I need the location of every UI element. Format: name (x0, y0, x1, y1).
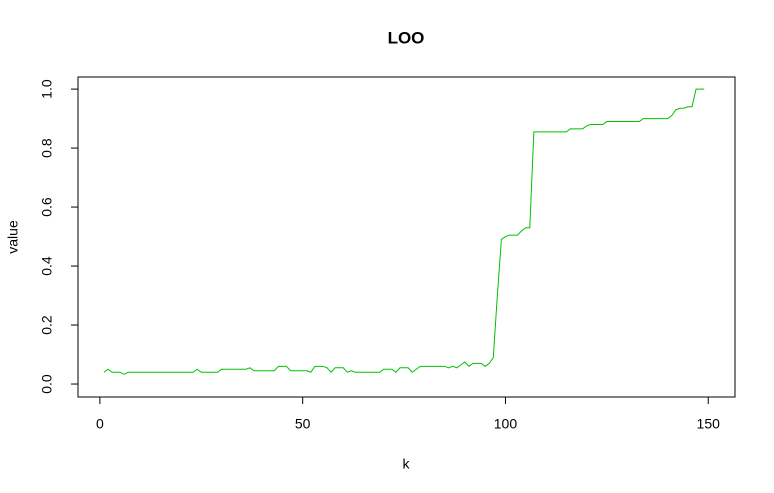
y-tick-label: 0.2 (39, 315, 55, 335)
x-tick-label: 0 (96, 416, 104, 432)
y-axis-label: value (5, 220, 21, 254)
y-tick-label: 1.0 (39, 79, 55, 99)
x-tick-label: 100 (494, 416, 518, 432)
y-tick-label: 0.8 (39, 138, 55, 158)
data-line (103, 88, 705, 375)
y-tick-label: 0.0 (39, 374, 55, 394)
x-tick-label: 50 (295, 416, 311, 432)
x-tick-label: 150 (697, 416, 721, 432)
y-tick-label: 0.4 (39, 256, 55, 276)
x-axis-label: k (403, 456, 411, 472)
y-tick-label: 0.6 (39, 197, 55, 217)
chart-title: LOO (388, 28, 425, 47)
plot-frame (77, 76, 736, 398)
